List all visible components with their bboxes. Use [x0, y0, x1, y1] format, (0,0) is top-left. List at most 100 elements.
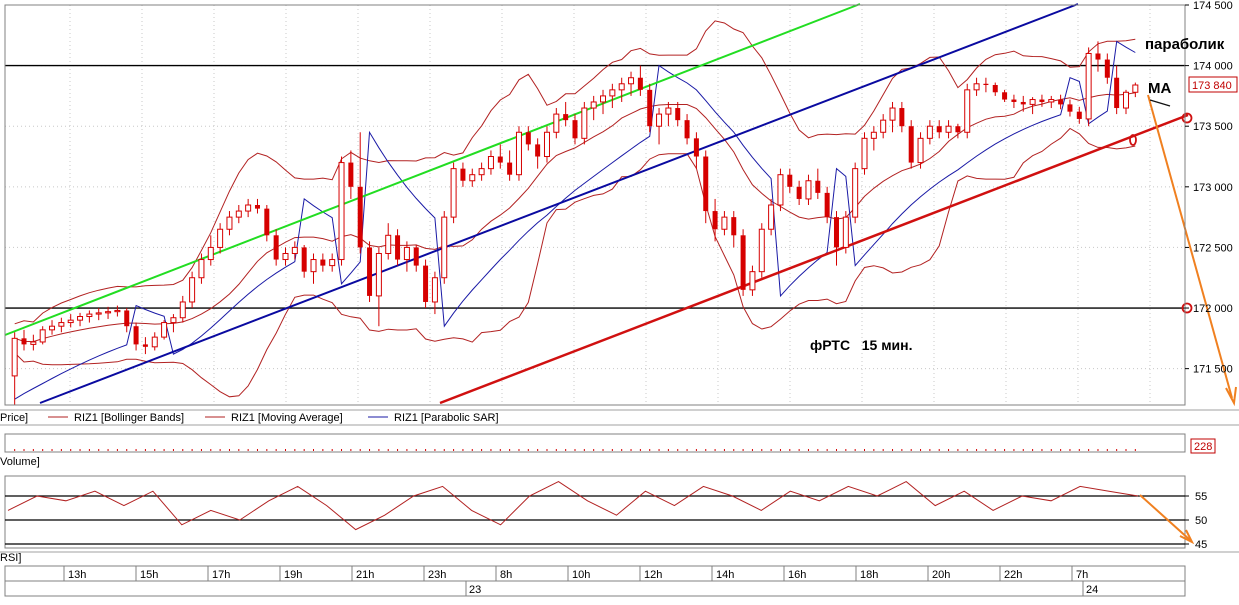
- candle-body-bear: [703, 156, 709, 212]
- forecast-arrow-head: [1225, 386, 1237, 407]
- instrument-caption: фРТС 15 мин.: [810, 337, 913, 353]
- candle-body-bear: [936, 126, 942, 133]
- candle-body-bull: [86, 313, 93, 318]
- candle-body-bear: [955, 126, 961, 133]
- last-price-box: [1188, 76, 1238, 93]
- candle-body-bear: [357, 186, 363, 248]
- candle-body-bear: [124, 310, 130, 327]
- candle-body-bull: [973, 83, 980, 91]
- legend-price: Price]: [0, 412, 28, 424]
- candle-body-bear: [908, 126, 914, 163]
- indicator-overlays: [4, 3, 1237, 407]
- candle-body-bull: [917, 137, 924, 164]
- candle-body-bear: [423, 265, 429, 302]
- candle-body-bull: [11, 337, 18, 377]
- hour-label: 10h: [572, 569, 590, 581]
- candle-body-bull: [581, 107, 588, 139]
- candle-body-bear: [1002, 92, 1008, 100]
- candle-body-bull: [721, 216, 728, 230]
- candle-body-bull: [217, 228, 224, 248]
- candle-body-bull: [329, 259, 336, 267]
- moving-average-line: [14, 92, 1136, 343]
- rsi-panel: 55 50 45: [5, 481, 1207, 551]
- upper-channel-line: [4, 3, 861, 336]
- legend-ma: RIZ1 [Moving Average]: [231, 412, 343, 424]
- candle-body-bull: [609, 89, 616, 97]
- hour-label: 17h: [212, 569, 230, 581]
- candle-body-bull: [170, 317, 177, 324]
- hour-label: 18h: [860, 569, 878, 581]
- hour-label: 8h: [500, 569, 512, 581]
- candle-body-bear: [535, 144, 541, 157]
- candle-body-bull: [30, 341, 37, 345]
- candle-body-bull: [861, 137, 868, 170]
- candle-body-bull: [207, 246, 214, 261]
- hour-label: 15h: [140, 569, 158, 581]
- candle-body-bear: [647, 89, 653, 127]
- candle-body-bull: [487, 156, 494, 170]
- candle-body-bear: [1076, 111, 1082, 119]
- candle-body-bear: [525, 132, 531, 145]
- candle-body-bull: [590, 101, 597, 109]
- volume-value: 228: [1194, 441, 1212, 453]
- candle-body-bull: [450, 168, 457, 218]
- rsi-arrow-head: [1179, 529, 1195, 545]
- level-marker-circle: [1181, 112, 1193, 124]
- candle-body-bear: [899, 108, 905, 127]
- candle-body-bear: [142, 344, 148, 347]
- candle-body-bull: [151, 336, 158, 348]
- candle-body-bear: [693, 138, 699, 157]
- level-marker-circle: [1129, 134, 1137, 146]
- price-grid: [5, 4, 1185, 405]
- legend-sar: RIZ1 [Parabolic SAR]: [394, 412, 499, 424]
- last-price-label: 173 840: [1192, 80, 1232, 92]
- forecast-arrow-line: [1147, 94, 1233, 399]
- candle-body-bull: [189, 277, 196, 303]
- candle-body-bull: [618, 83, 625, 91]
- hour-label: 13h: [68, 569, 86, 581]
- ma-pointer: [1149, 99, 1171, 107]
- candle-body-bull: [1132, 84, 1139, 93]
- candle-body-bull: [478, 168, 485, 176]
- candle-body-bull: [226, 216, 233, 230]
- candle-body-bull: [282, 252, 289, 261]
- candle-body-bull: [114, 309, 121, 313]
- candle-body-bear: [1067, 104, 1073, 112]
- rsi-tick-label: 50: [1195, 515, 1207, 527]
- candle-body-bull: [161, 322, 168, 338]
- candle-body-bull: [553, 113, 560, 133]
- candle-body-bear: [21, 338, 27, 345]
- candle-body-bull: [880, 119, 887, 133]
- candle-body-bull: [777, 174, 784, 206]
- candle-body-bull: [375, 252, 382, 297]
- candle-body-bull: [945, 125, 952, 133]
- candle-body-bear: [1039, 99, 1045, 102]
- candle-body-bear: [684, 120, 690, 139]
- price-tick-label: 171 500: [1193, 364, 1233, 376]
- candle-body-bear: [348, 162, 354, 187]
- candle-body-bear: [273, 235, 279, 260]
- candle-body-bear: [815, 180, 821, 193]
- candle-body-bear: [637, 77, 643, 90]
- candle-body-bear: [367, 247, 373, 296]
- hour-label: 22h: [1004, 569, 1022, 581]
- legend-bollinger: RIZ1 [Bollinger Bands]: [74, 412, 184, 424]
- rsi-tick-label: 55: [1195, 491, 1207, 503]
- candle-body-bull: [842, 216, 849, 248]
- day-label: 23: [469, 584, 481, 596]
- candle-body-bull: [1122, 91, 1129, 109]
- price-tick-label: 174 500: [1193, 0, 1233, 12]
- candle-body-bear: [992, 85, 998, 93]
- middle-channel-line: [39, 3, 1079, 404]
- volume-value-box: [1190, 438, 1216, 454]
- rsi-tick-label: 45: [1195, 539, 1207, 551]
- day-label: 24: [1086, 584, 1098, 596]
- candle-body-bear: [563, 114, 569, 121]
- hour-label: 19h: [284, 569, 302, 581]
- parabolic-annotation: параболик: [1145, 36, 1225, 53]
- rsi-label: RSI]: [0, 552, 21, 564]
- bollinger-lower-line: [14, 127, 1136, 398]
- candle-body-bull: [543, 131, 550, 158]
- candle-body-bull: [758, 228, 765, 273]
- hour-label: 7h: [1076, 569, 1088, 581]
